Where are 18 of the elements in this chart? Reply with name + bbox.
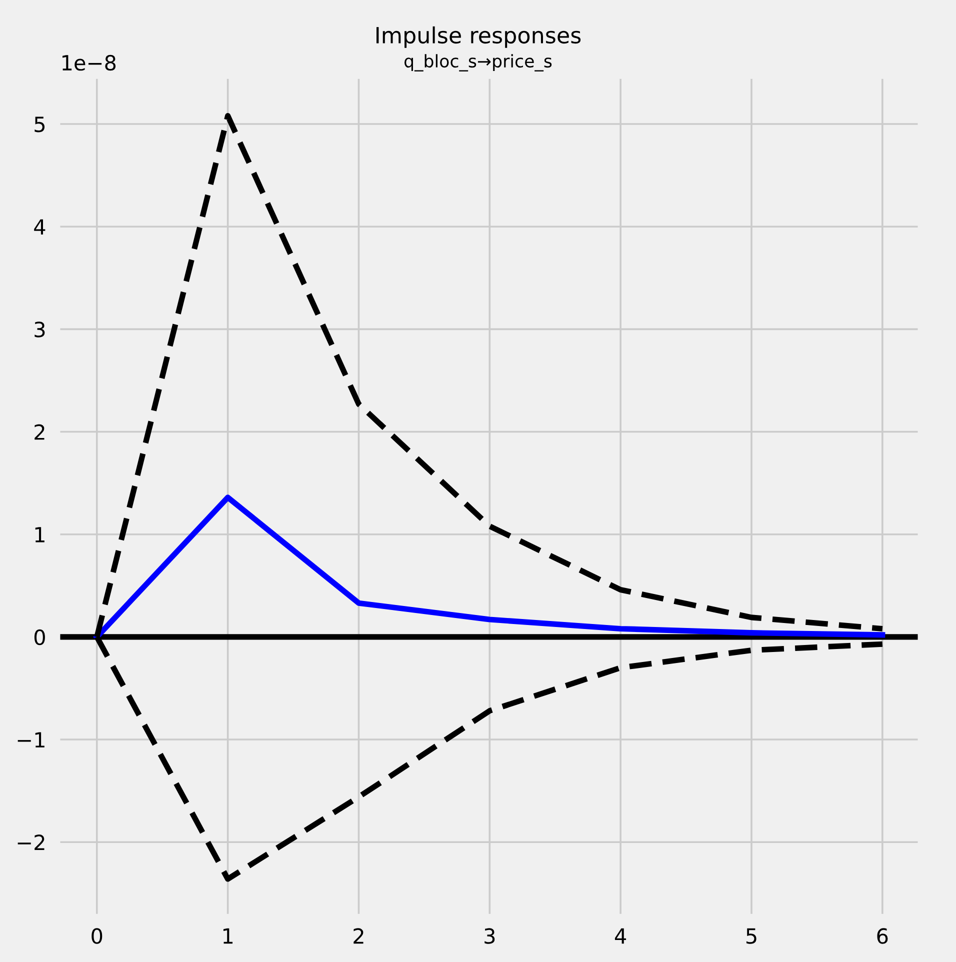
y-tick-label: 4	[34, 219, 46, 235]
y-tick-label: 0	[34, 629, 45, 646]
y-tick-label: −1	[18, 732, 44, 748]
x-tick-label: 1	[223, 928, 233, 944]
x-tick-label: 6	[877, 928, 888, 944]
y-tick-label: 3	[34, 322, 45, 338]
x-tick-label: 2	[354, 928, 364, 944]
x-tick-label: 5	[746, 928, 756, 944]
y-tick-label: 1	[35, 527, 44, 542]
chart-title: Impulse responses	[376, 26, 581, 48]
x-tick-label: 0	[92, 928, 102, 944]
chart-subtitle: q_bloc_s→price_s	[404, 54, 552, 72]
y-tick-label: 5	[34, 116, 45, 132]
y-tick-label: −2	[18, 834, 44, 850]
text: 1e−8	[62, 54, 116, 71]
x-tick-label: 4	[614, 928, 626, 944]
y-tick-label: 2	[34, 424, 44, 440]
x-tick-label: 3	[484, 928, 495, 944]
